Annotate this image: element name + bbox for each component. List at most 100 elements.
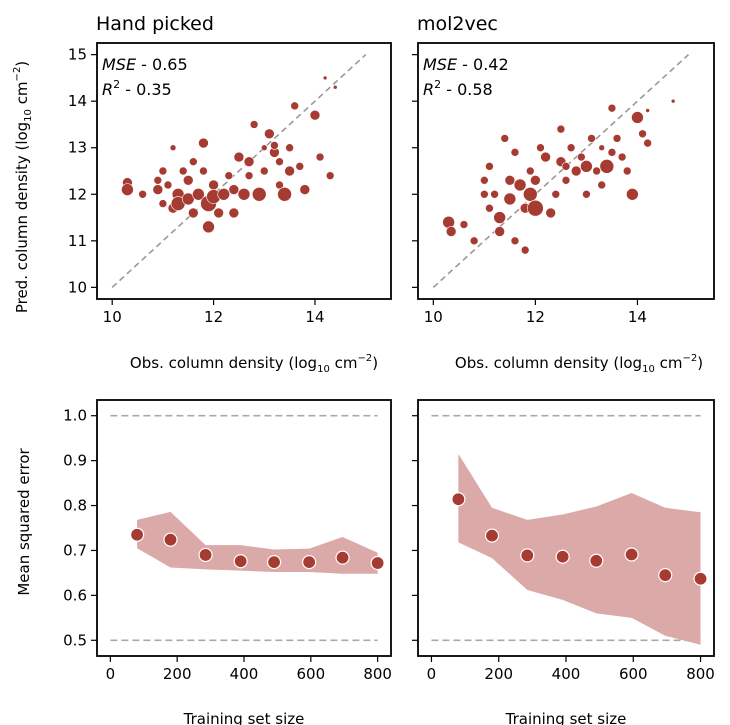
x-tick-label: 12 bbox=[204, 308, 223, 326]
data-point bbox=[500, 134, 510, 143]
data-point bbox=[612, 134, 622, 143]
y-tick-label: 0.9 bbox=[63, 452, 87, 470]
x-tick-label: 600 bbox=[296, 665, 325, 683]
data-point bbox=[121, 183, 134, 196]
x-axis-label-main: Obs. column density (log bbox=[130, 354, 317, 372]
mean-point bbox=[693, 571, 708, 586]
data-point bbox=[525, 166, 535, 176]
x-axis-label-sub: 10 bbox=[642, 364, 655, 375]
y-axis-label-close: ) bbox=[13, 61, 31, 67]
data-point bbox=[561, 176, 571, 185]
x-axis-label-close: ) bbox=[697, 354, 703, 372]
data-point bbox=[309, 109, 321, 121]
data-point bbox=[536, 143, 545, 153]
data-point bbox=[469, 236, 479, 246]
data-point bbox=[643, 138, 652, 148]
mean-point bbox=[370, 555, 385, 571]
plot-area bbox=[431, 414, 708, 645]
data-point bbox=[158, 166, 168, 176]
data-point bbox=[243, 156, 255, 167]
y-tick-label: 0.5 bbox=[63, 631, 87, 649]
data-point bbox=[561, 162, 571, 171]
metric-value: - 0.58 bbox=[441, 80, 493, 99]
y-tick-label: 1.0 bbox=[63, 407, 87, 425]
data-point bbox=[522, 186, 538, 202]
data-point bbox=[570, 165, 582, 177]
data-point bbox=[228, 207, 240, 219]
data-point bbox=[510, 148, 520, 157]
data-point bbox=[244, 171, 254, 180]
data-point bbox=[485, 162, 494, 171]
y-tick-label: 13 bbox=[68, 139, 87, 157]
y-tick-label: 0.6 bbox=[63, 586, 87, 604]
data-point bbox=[325, 171, 335, 180]
data-point bbox=[332, 84, 338, 90]
data-point bbox=[192, 187, 205, 201]
x-tick-label: 200 bbox=[163, 665, 192, 683]
x-tick-label: 600 bbox=[619, 665, 648, 683]
data-point bbox=[189, 157, 198, 166]
data-point bbox=[299, 184, 311, 195]
data-point bbox=[178, 166, 188, 176]
x-tick-label: 0 bbox=[427, 665, 437, 683]
data-point bbox=[480, 176, 489, 185]
data-point bbox=[199, 166, 208, 176]
x-axis-label-close: ) bbox=[372, 354, 378, 372]
metric-annotation: MSE - 0.42 bbox=[423, 55, 509, 74]
data-point bbox=[213, 207, 224, 219]
data-point bbox=[202, 220, 215, 234]
x-tick-label: 400 bbox=[552, 665, 581, 683]
data-point bbox=[607, 103, 617, 113]
data-point bbox=[485, 203, 494, 213]
data-point bbox=[442, 215, 455, 229]
panel-frame bbox=[96, 42, 392, 300]
x-axis-label-unit: cm bbox=[330, 354, 358, 372]
data-point bbox=[551, 189, 561, 199]
metric-annotation: MSE - 0.65 bbox=[102, 55, 188, 74]
y-axis-label-sub: 10 bbox=[23, 109, 34, 122]
x-tick-label: 14 bbox=[628, 308, 647, 326]
data-point bbox=[270, 141, 279, 150]
mean-point bbox=[451, 492, 466, 507]
data-point bbox=[587, 134, 596, 143]
data-point bbox=[513, 178, 527, 192]
data-point bbox=[494, 226, 505, 237]
metric-sup: 2 bbox=[434, 78, 441, 91]
x-tick-label: 10 bbox=[103, 308, 122, 326]
data-point bbox=[504, 175, 516, 186]
data-point bbox=[295, 162, 305, 171]
panel-3: 0 200 400 600 800 0.5 0.6 0.7 0.8 0.9 1.0 Training … bbox=[15, 399, 392, 725]
data-point bbox=[566, 143, 576, 153]
data-point bbox=[169, 144, 177, 152]
plot-area bbox=[432, 54, 690, 288]
data-point bbox=[158, 199, 168, 208]
reference-line bbox=[432, 54, 690, 288]
data-point bbox=[260, 144, 268, 152]
data-point bbox=[188, 207, 199, 219]
data-point bbox=[198, 137, 209, 149]
data-point bbox=[163, 180, 173, 190]
y-axis-label: Mean squared error bbox=[15, 447, 33, 595]
data-point bbox=[237, 187, 251, 201]
data-point bbox=[480, 189, 489, 199]
mean-point bbox=[198, 547, 213, 563]
mean-point bbox=[555, 549, 570, 564]
data-point bbox=[275, 157, 284, 166]
y-tick-label: 14 bbox=[68, 92, 87, 110]
data-point bbox=[315, 152, 325, 162]
x-tick-label: 200 bbox=[484, 665, 513, 683]
data-point bbox=[208, 179, 219, 191]
x-axis-label: Obs. column density (log10 cm−2) bbox=[455, 353, 703, 375]
data-point bbox=[622, 166, 632, 176]
data-point bbox=[224, 171, 234, 180]
data-point bbox=[445, 226, 457, 237]
panel-title: Hand picked bbox=[96, 13, 214, 35]
data-point bbox=[152, 184, 164, 195]
y-axis-label-unit: cm bbox=[13, 81, 31, 109]
data-point bbox=[582, 189, 591, 199]
data-point bbox=[459, 220, 469, 229]
mean-point bbox=[129, 527, 145, 542]
metric-value: - 0.65 bbox=[136, 55, 188, 74]
data-point bbox=[285, 143, 294, 153]
x-axis-label-unit: cm bbox=[655, 354, 683, 372]
